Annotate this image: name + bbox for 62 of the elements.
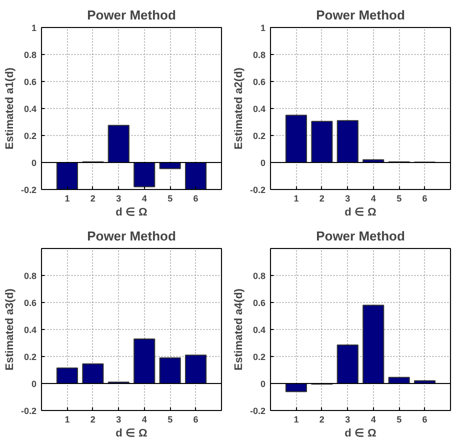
x-tick-label: 1 xyxy=(64,194,70,204)
x-tick-label: 2 xyxy=(90,194,96,204)
y-tick-label: 0.4 xyxy=(24,104,37,114)
y-tick-label: 0.2 xyxy=(24,131,37,141)
y-tick-label: 0.6 xyxy=(24,77,37,87)
x-tick-label: 6 xyxy=(193,194,198,204)
y-tick-label: 0.6 xyxy=(252,77,266,87)
y-tick-label: 0.2 xyxy=(252,131,266,141)
y-tick-label: 0.8 xyxy=(252,50,266,60)
y-tick-label: 0.2 xyxy=(24,352,37,362)
y-tick-label: 0 xyxy=(260,379,266,389)
x-tick-label: 3 xyxy=(116,194,122,204)
chart-title: Power Method xyxy=(87,228,176,244)
x-tick-label: 6 xyxy=(193,414,198,424)
x-tick-label: 5 xyxy=(168,414,173,424)
y-axis-title: Estimated a2(d) xyxy=(232,67,245,150)
x-tick-label: 6 xyxy=(422,194,428,204)
y-tick-label: -0.2 xyxy=(20,185,37,195)
x-tick-label: 5 xyxy=(396,414,402,424)
y-tick-label: 0.4 xyxy=(252,325,266,335)
x-tick-label: 1 xyxy=(64,414,70,424)
x-tick-label: 3 xyxy=(116,414,122,424)
y-tick-label: 1 xyxy=(31,23,37,33)
y-tick-label: 0.6 xyxy=(24,298,37,308)
y-axis-title: Estimated a1(d) xyxy=(4,67,16,150)
y-axis-title: Estimated a3(d) xyxy=(4,288,16,370)
x-tick-label: 4 xyxy=(142,194,147,204)
x-tick-label: 4 xyxy=(370,194,376,204)
x-axis-title: d ∈ Ω xyxy=(344,206,377,218)
y-tick-label: 0.8 xyxy=(252,271,266,281)
y-tick-label: 0.2 xyxy=(252,352,266,362)
y-axis-title: Estimated a4(d) xyxy=(232,288,245,370)
x-tick-label: 1 xyxy=(294,194,299,204)
x-tick-label: 6 xyxy=(422,414,428,424)
x-axis-title: d ∈ Ω xyxy=(344,428,377,440)
y-tick-label: 0 xyxy=(260,158,266,168)
x-tick-label: 5 xyxy=(168,194,173,204)
y-tick-label: 0 xyxy=(31,158,37,168)
x-tick-label: 3 xyxy=(345,414,350,424)
chart-title: Power Method xyxy=(316,228,405,244)
chart-title: Power Method xyxy=(87,8,176,22)
x-tick-label: 4 xyxy=(142,414,147,424)
y-tick-label: 0.6 xyxy=(252,298,266,308)
x-tick-label: 1 xyxy=(294,414,299,424)
y-tick-label: 1 xyxy=(260,23,266,33)
x-tick-label: 3 xyxy=(345,194,350,204)
y-tick-label: 0.8 xyxy=(24,50,37,60)
y-tick-label: 0.4 xyxy=(252,104,266,114)
y-tick-label: -0.2 xyxy=(20,406,37,416)
y-tick-label: -0.2 xyxy=(250,185,266,195)
x-tick-label: 2 xyxy=(319,414,324,424)
x-tick-label: 2 xyxy=(319,194,324,204)
x-tick-label: 5 xyxy=(396,194,402,204)
y-tick-label: 0.8 xyxy=(24,271,37,281)
x-tick-label: 4 xyxy=(370,414,376,424)
y-tick-label: 0 xyxy=(31,379,37,389)
y-tick-label: 0.4 xyxy=(24,325,37,335)
x-axis-title: d ∈ Ω xyxy=(116,428,148,440)
chart-title: Power Method xyxy=(316,8,405,22)
x-axis-title: d ∈ Ω xyxy=(116,206,148,218)
y-tick-label: -0.2 xyxy=(250,406,266,416)
x-tick-label: 2 xyxy=(90,414,96,424)
